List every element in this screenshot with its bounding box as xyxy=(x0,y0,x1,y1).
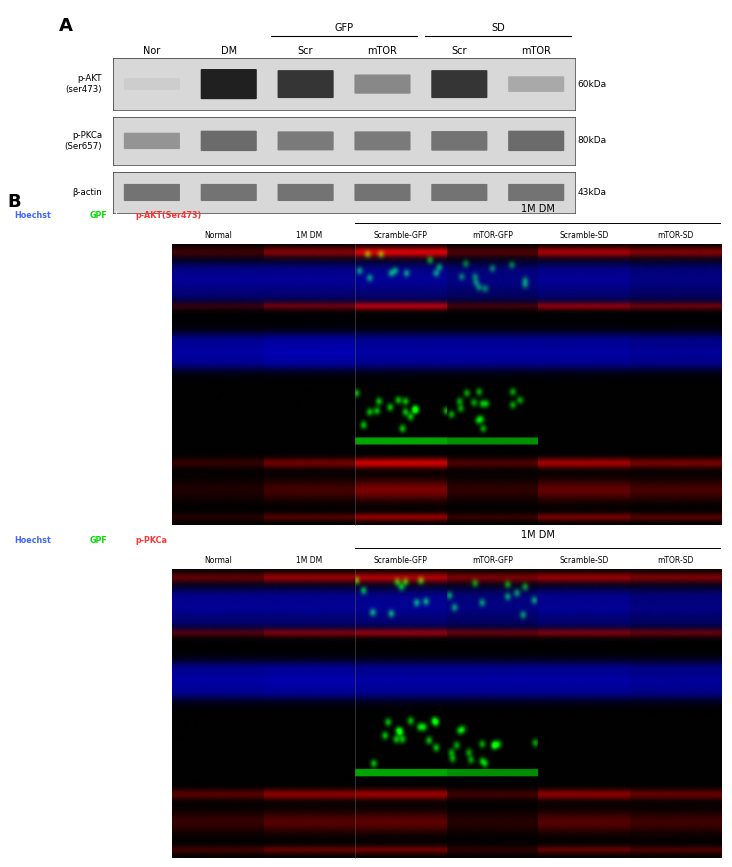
Text: Scramble-GFP: Scramble-GFP xyxy=(374,557,427,565)
Text: DM: DM xyxy=(220,46,237,56)
FancyBboxPatch shape xyxy=(277,132,334,150)
FancyBboxPatch shape xyxy=(508,131,564,151)
Text: SD: SD xyxy=(491,23,504,33)
Text: p-PKCa
(Ser657): p-PKCa (Ser657) xyxy=(64,131,102,151)
Text: mTOR-SD: mTOR-SD xyxy=(657,231,693,240)
Text: 1M DM: 1M DM xyxy=(296,557,322,565)
Text: Normal: Normal xyxy=(203,231,232,240)
Text: p-PKCa: p-PKCa xyxy=(135,536,167,544)
Text: /: / xyxy=(67,211,75,219)
FancyBboxPatch shape xyxy=(124,78,180,90)
Text: Hoechst: Hoechst xyxy=(18,373,46,379)
FancyBboxPatch shape xyxy=(431,131,488,151)
FancyBboxPatch shape xyxy=(508,76,564,92)
Text: GFP: GFP xyxy=(18,774,31,780)
FancyBboxPatch shape xyxy=(201,131,257,151)
Text: GPF: GPF xyxy=(89,211,108,219)
Text: mTOR-SD: mTOR-SD xyxy=(657,557,693,565)
Text: 60kDa: 60kDa xyxy=(578,80,607,88)
FancyBboxPatch shape xyxy=(124,184,180,201)
FancyBboxPatch shape xyxy=(201,184,257,201)
Text: Hoechst: Hoechst xyxy=(18,701,46,707)
FancyBboxPatch shape xyxy=(431,184,488,201)
Text: p-PKCa: p-PKCa xyxy=(18,846,42,852)
FancyBboxPatch shape xyxy=(277,184,334,201)
Text: p-AKT
(ser473): p-AKT (ser473) xyxy=(65,75,102,94)
Text: Merge: Merge xyxy=(18,629,39,636)
Text: p-AKT: p-AKT xyxy=(18,513,37,519)
Text: 1M DM: 1M DM xyxy=(296,231,322,240)
Text: Nor: Nor xyxy=(143,46,160,56)
Text: Merge: Merge xyxy=(18,303,39,309)
FancyBboxPatch shape xyxy=(508,184,564,201)
FancyBboxPatch shape xyxy=(277,70,334,98)
FancyBboxPatch shape xyxy=(124,133,180,149)
Text: B: B xyxy=(7,192,21,211)
Text: 1M DM: 1M DM xyxy=(521,205,555,214)
Text: GPF: GPF xyxy=(89,536,108,544)
Text: p-AKT(Ser473): p-AKT(Ser473) xyxy=(135,211,201,219)
Text: /: / xyxy=(67,536,75,544)
Text: /: / xyxy=(112,211,121,219)
Text: mTOR-GFP: mTOR-GFP xyxy=(472,557,512,565)
Text: 1M DM: 1M DM xyxy=(521,530,555,539)
FancyBboxPatch shape xyxy=(354,184,411,201)
Text: mTOR-GFP: mTOR-GFP xyxy=(472,231,512,240)
Text: 43kDa: 43kDa xyxy=(578,188,607,197)
Text: GFP: GFP xyxy=(18,443,31,449)
Text: β-actin: β-actin xyxy=(72,188,102,197)
Text: Scr: Scr xyxy=(298,46,313,56)
Text: A: A xyxy=(59,17,72,35)
Text: Scramble-SD: Scramble-SD xyxy=(559,231,608,240)
FancyBboxPatch shape xyxy=(201,69,257,99)
Text: Scr: Scr xyxy=(452,46,467,56)
Text: GFP: GFP xyxy=(335,23,354,33)
Text: /: / xyxy=(112,536,121,544)
FancyBboxPatch shape xyxy=(354,132,411,150)
Text: mTOR: mTOR xyxy=(367,46,397,56)
Text: Normal: Normal xyxy=(203,557,232,565)
Text: Scramble-GFP: Scramble-GFP xyxy=(374,231,427,240)
Text: mTOR: mTOR xyxy=(521,46,551,56)
Text: 80kDa: 80kDa xyxy=(578,136,607,146)
FancyBboxPatch shape xyxy=(354,75,411,94)
FancyBboxPatch shape xyxy=(431,70,488,98)
Text: Scramble-SD: Scramble-SD xyxy=(559,557,608,565)
Text: Hoechst: Hoechst xyxy=(14,211,51,219)
Text: Hoechst: Hoechst xyxy=(14,536,51,544)
